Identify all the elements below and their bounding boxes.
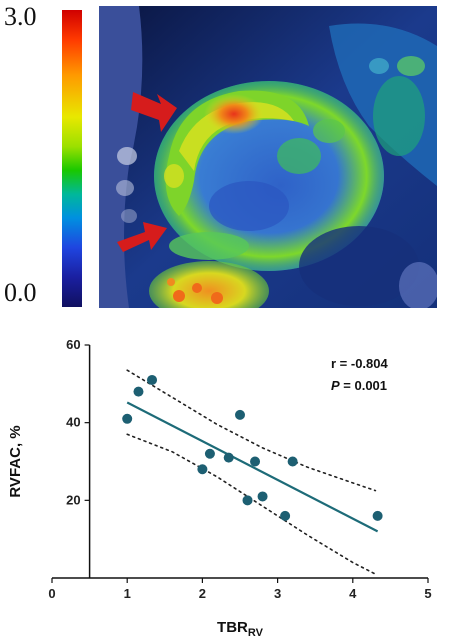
data-point xyxy=(133,386,144,397)
p-label: P xyxy=(331,378,340,393)
x-tick-label: 3 xyxy=(274,586,281,601)
data-point xyxy=(242,495,253,506)
x-axis-title-main: TBR xyxy=(217,619,248,636)
y-tick-label: 60 xyxy=(66,337,80,352)
regression-line-group xyxy=(126,401,379,533)
colorbar-min-label: 0.0 xyxy=(4,278,37,307)
x-tick-label: 5 xyxy=(424,586,431,601)
data-point xyxy=(257,491,268,502)
y-tick-label: 40 xyxy=(66,415,80,430)
x-tick-label: 4 xyxy=(349,586,357,601)
p-value: = 0.001 xyxy=(340,378,387,393)
pet-ct-image-drawing xyxy=(99,6,437,308)
data-point xyxy=(287,456,298,467)
x-axis-title: TBRRV xyxy=(217,619,264,639)
ci-upper-line xyxy=(126,369,377,492)
x-tick-label: 1 xyxy=(124,586,131,601)
data-point xyxy=(204,448,215,459)
ci-lower-line xyxy=(126,433,377,575)
data-point xyxy=(250,456,261,467)
p-value-text: P = 0.001 xyxy=(331,378,387,393)
data-point xyxy=(372,510,383,521)
pet-ct-image xyxy=(99,6,437,308)
x-tick-label: 0 xyxy=(48,586,55,601)
x-tick-label: 2 xyxy=(199,586,206,601)
x-axis-title-subscript: RV xyxy=(248,627,264,639)
data-point xyxy=(147,374,158,385)
data-point xyxy=(197,464,208,475)
chart-labels: RVFAC, % TBRRV r = -0.804 P = 0.001 xyxy=(7,356,389,639)
data-point xyxy=(280,510,291,521)
data-point xyxy=(235,409,245,420)
data-point xyxy=(223,452,234,463)
chart-axes: 0 1 2 3 4 5 20 40 60 xyxy=(48,337,431,601)
y-axis-title: RVFAC, % xyxy=(7,425,24,497)
data-points xyxy=(122,374,383,521)
confidence-band xyxy=(126,369,377,575)
scatter-chart: 0 1 2 3 4 5 20 40 60 RVFAC, % TBRRV r = -0.804 P = … xyxy=(7,337,432,639)
data-point xyxy=(122,413,133,424)
colorbar-max-label: 3.0 xyxy=(4,2,37,31)
y-tick-label: 20 xyxy=(66,492,80,507)
regression-line xyxy=(126,401,379,533)
correlation-r-text: r = -0.804 xyxy=(331,356,389,371)
colorbar-gradient xyxy=(62,10,82,307)
